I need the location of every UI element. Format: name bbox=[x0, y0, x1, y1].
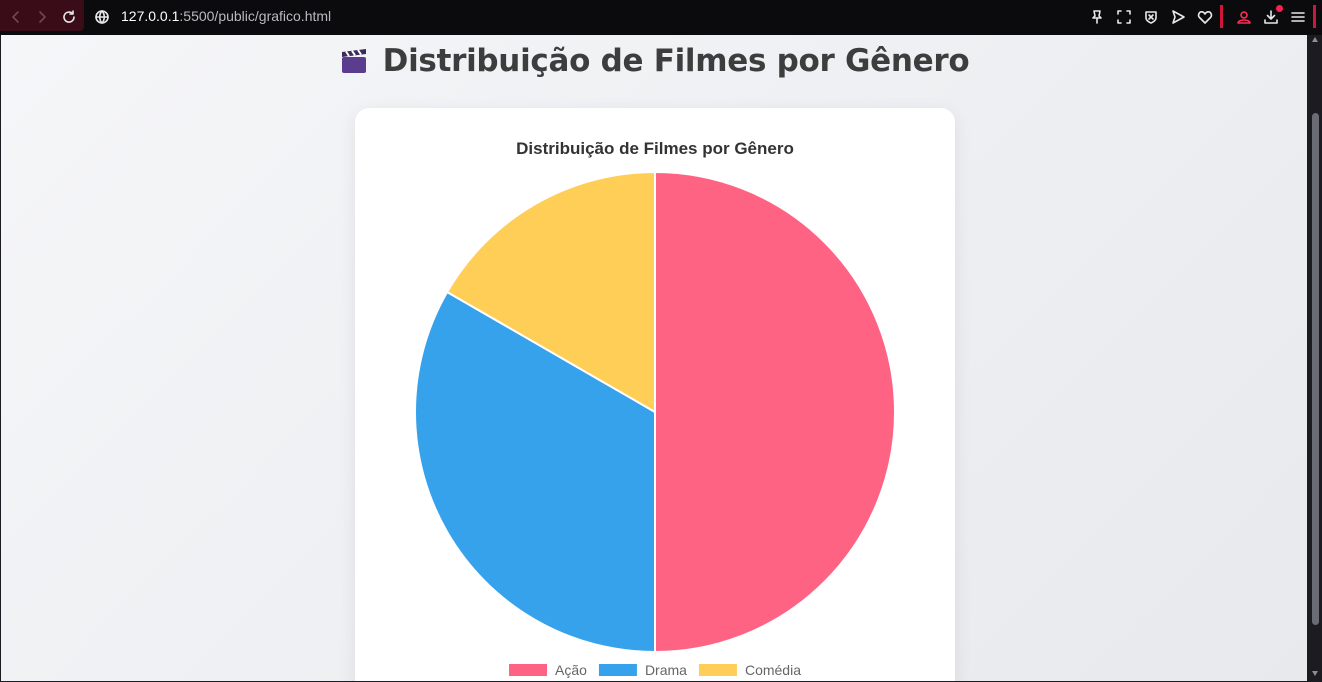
send-icon[interactable] bbox=[1168, 7, 1188, 27]
screenshot-icon[interactable] bbox=[1114, 7, 1134, 27]
toolbar-separator bbox=[1220, 5, 1223, 28]
pie-slice-2[interactable] bbox=[445, 170, 656, 414]
reload-icon[interactable] bbox=[59, 7, 79, 27]
scroll-down-arrow[interactable] bbox=[1312, 671, 1318, 676]
page-heading: Distribuição de Filmes por Gênero bbox=[1, 43, 1307, 79]
legend-swatch-0[interactable] bbox=[509, 664, 548, 676]
legend-swatch-1[interactable] bbox=[598, 664, 637, 676]
clapperboard-icon bbox=[341, 49, 366, 73]
toolbar-edge bbox=[1313, 5, 1316, 28]
heart-icon[interactable] bbox=[1195, 7, 1215, 27]
legend-swatch-2[interactable] bbox=[698, 664, 737, 676]
account-icon[interactable] bbox=[1234, 7, 1254, 27]
page-viewport: Distribuição de Filmes por Gênero Distri… bbox=[1, 35, 1307, 681]
shield-icon[interactable] bbox=[1141, 7, 1161, 27]
address-bar[interactable]: 127.0.0.1:5500/public/grafico.html bbox=[121, 8, 331, 24]
url-path: :5500/public/grafico.html bbox=[179, 8, 332, 24]
chart-card: Distribuição de Filmes por Gênero Ação Dr… bbox=[355, 108, 955, 681]
chart-title: Distribuição de Filmes por Gênero bbox=[516, 139, 794, 158]
url-host: 127.0.0.1 bbox=[121, 8, 180, 24]
download-icon[interactable] bbox=[1261, 7, 1281, 27]
vertical-scrollbar[interactable] bbox=[1309, 35, 1322, 682]
download-badge bbox=[1276, 5, 1283, 12]
forward-icon[interactable] bbox=[32, 7, 52, 27]
legend-label-2[interactable]: Comédia bbox=[745, 662, 801, 678]
legend-label-0[interactable]: Ação bbox=[555, 662, 587, 678]
scroll-thumb[interactable] bbox=[1312, 113, 1319, 625]
pie-chart: Distribuição de Filmes por Gênero Ação Dr… bbox=[414, 139, 896, 678]
scroll-up-arrow[interactable] bbox=[1312, 37, 1318, 42]
menu-icon[interactable] bbox=[1288, 7, 1308, 27]
back-icon[interactable] bbox=[6, 7, 26, 27]
pin-icon[interactable] bbox=[1087, 7, 1107, 27]
pie-slice-1[interactable] bbox=[414, 290, 656, 654]
legend-label-1[interactable]: Drama bbox=[645, 662, 687, 678]
browser-toolbar: 127.0.0.1:5500/public/grafico.html bbox=[0, 0, 1322, 35]
globe-icon bbox=[92, 7, 112, 27]
page-title: Distribuição de Filmes por Gênero bbox=[382, 43, 970, 79]
pie-slice-0[interactable] bbox=[654, 170, 896, 654]
